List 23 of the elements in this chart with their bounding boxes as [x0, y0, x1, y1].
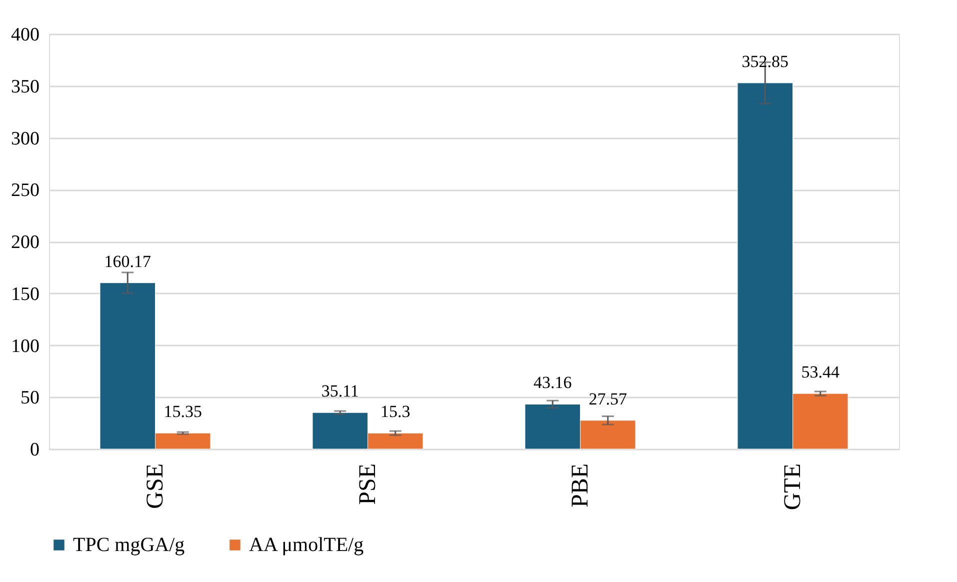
x-tick-label: GTE — [780, 464, 806, 510]
data-label: 352.85 — [742, 52, 788, 71]
y-tick-label: 400 — [11, 24, 40, 46]
legend-label: TPC mgGA/g — [73, 534, 185, 556]
y-tick-label: 350 — [11, 76, 40, 98]
legend-label: AA μmolTE/g — [249, 534, 364, 556]
x-tick-label: PBE — [567, 464, 594, 508]
data-label: 43.16 — [534, 373, 572, 392]
y-tick-label: 0 — [30, 440, 40, 460]
data-label: 27.57 — [588, 389, 628, 408]
y-tick-label: 100 — [11, 336, 40, 357]
x-tick-label: PSE — [354, 464, 381, 505]
y-tick-label: 300 — [11, 128, 40, 150]
y-tick-label: 50 — [20, 388, 40, 409]
data-label: 15.3 — [380, 402, 410, 422]
data-label: 53.44 — [801, 362, 840, 382]
y-tick-label: 200 — [11, 232, 40, 253]
y-tick-label: 150 — [11, 284, 40, 305]
data-label: 15.35 — [164, 402, 202, 422]
x-tick-label: GSE — [142, 464, 168, 509]
y-tick-label: 250 — [11, 180, 40, 202]
data-label: 35.11 — [321, 382, 359, 401]
data-label: 160.17 — [104, 252, 152, 271]
